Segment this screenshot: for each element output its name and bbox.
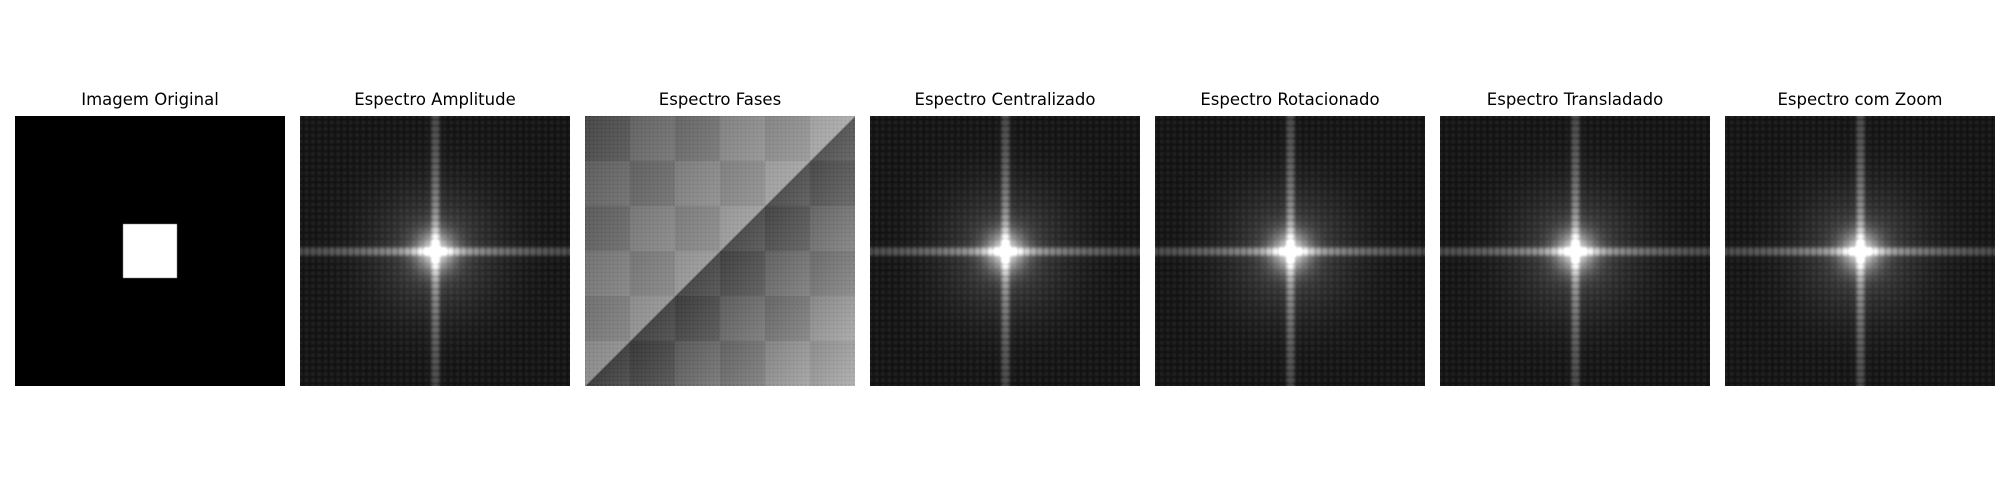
centered-spectrum-image — [870, 116, 1140, 386]
phase-spectrum-image — [585, 116, 855, 386]
panel-title: Espectro com Zoom — [1777, 90, 1943, 109]
panel-title: Espectro Centralizado — [914, 90, 1096, 109]
translated-spectrum-image — [1440, 116, 1710, 386]
original-image — [15, 116, 285, 386]
rotated-spectrum-image — [1155, 116, 1425, 386]
panel-title: Espectro Fases — [658, 90, 782, 109]
panel-title: Espectro Amplitude — [354, 90, 516, 109]
amplitude-spectrum-image — [300, 116, 570, 386]
panel-title: Espectro Rotacionado — [1200, 90, 1380, 109]
panel-title: Imagem Original — [81, 90, 219, 109]
panel-title: Espectro Transladado — [1486, 90, 1664, 109]
zoom-spectrum-image — [1725, 116, 1995, 386]
